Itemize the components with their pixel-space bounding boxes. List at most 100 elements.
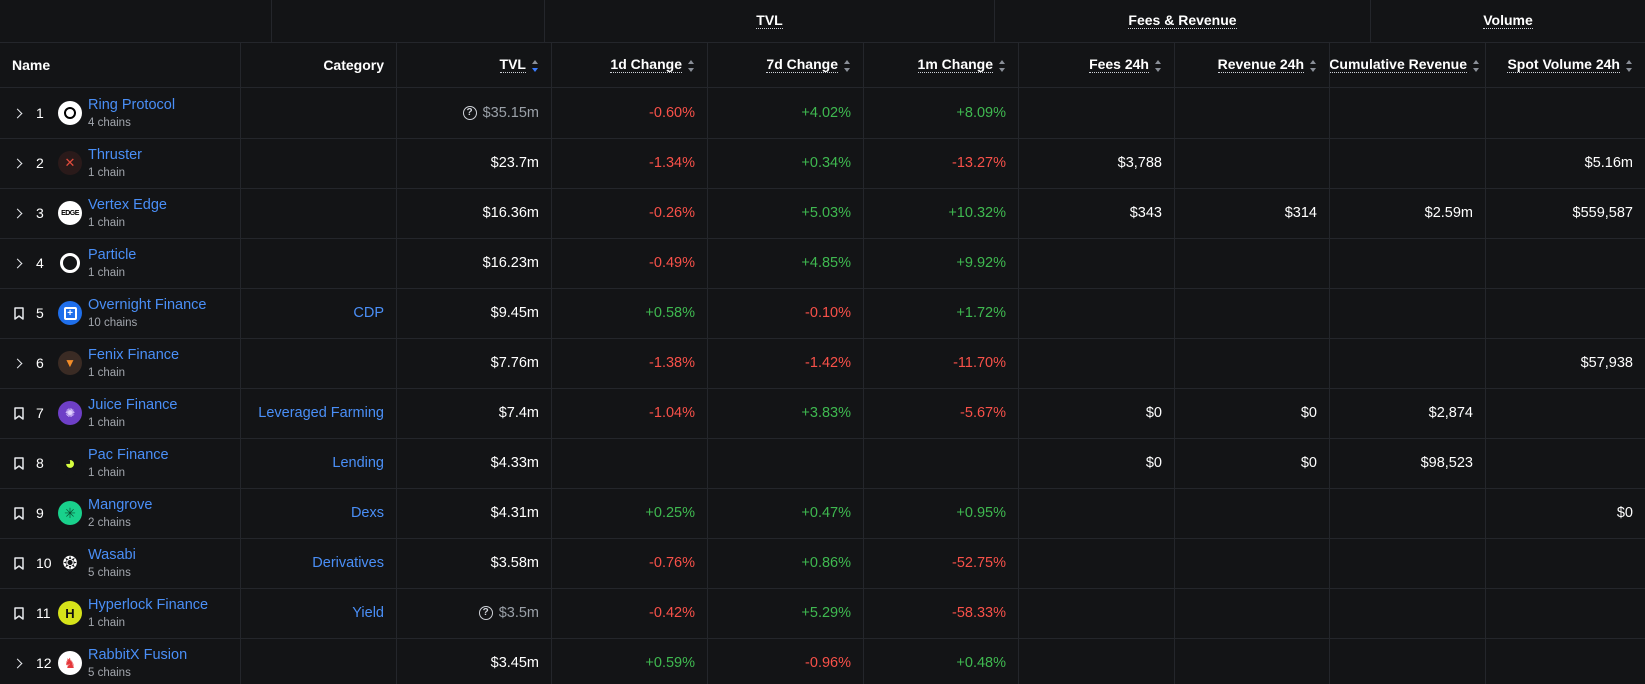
chevron-right-icon[interactable] [12,256,26,270]
protocol-link[interactable]: Vertex Edge [88,196,167,213]
protocol-link[interactable]: Hyperlock Finance [88,596,209,613]
fees-24h-cell: $0 [1019,388,1175,438]
chevron-right-icon[interactable] [12,206,26,220]
bookmark-icon[interactable] [12,506,26,520]
bookmark-icon[interactable] [12,456,26,470]
category-link[interactable]: Dexs [350,505,384,521]
table-row[interactable]: 12 ♞ RabbitX Fusion 5 chains $3.45m +0.59% -0.… [0,638,1645,684]
col-change-1d[interactable]: 1d Change [552,42,708,87]
ring-protocol-logo [58,101,82,125]
table-row[interactable]: 1 Ring Protocol 4 chains? $35.15m -0.60% +4.0… [0,88,1645,139]
col-fees-24h[interactable]: Fees 24h [1019,42,1175,87]
protocol-link[interactable]: Particle [88,246,137,263]
chevron-right-icon[interactable] [12,156,26,170]
protocol-link[interactable]: RabbitX Fusion [88,646,188,663]
sort-icon[interactable] [688,59,695,72]
col-change-7d[interactable]: 7d Change [708,42,864,87]
table-row[interactable]: 5 + Overnight Finance 10 chains CDP $9.45m +0.… [0,288,1645,339]
tvl-value: $23.7m [490,155,539,171]
change-1d-cell: -0.42% [552,588,708,638]
protocol-link[interactable]: Thruster [88,146,142,163]
name-cell: 3 EDGE Vertex Edge 1 chain [0,188,241,238]
spot-volume-24h-cell [1486,638,1645,684]
table-row[interactable]: 6 ▼ Fenix Finance 1 chain $7.76m -1.38% -1.42%… [0,338,1645,389]
tvl-cell: ? $35.15m [397,88,552,138]
category-link[interactable]: Yield [352,605,384,621]
revenue-24h-cell [1175,538,1330,588]
rank: 12 [36,655,52,671]
fees-24h-cell [1019,288,1175,338]
col-name[interactable]: Name [0,42,241,87]
chevron-right-icon[interactable] [12,356,26,370]
col-spot-volume-24h[interactable]: Spot Volume 24h [1486,42,1645,87]
cumulative-revenue-value: $2.59m [1424,205,1473,221]
protocol-link[interactable]: Pac Finance [88,446,169,463]
col-change-1m[interactable]: 1m Change [864,42,1019,87]
col-cumulative-revenue[interactable]: Cumulative Revenue [1330,42,1486,87]
sort-icon[interactable] [999,59,1006,72]
protocol-link[interactable]: Wasabi [88,546,136,563]
table-row[interactable]: 8 ◕ Pac Finance 1 chain Lending $4.33m $0 $0 $98… [0,438,1645,489]
particle-logo [58,251,82,275]
change-1d-value: -1.38% [649,355,695,371]
sort-icon[interactable] [1626,59,1633,72]
category-link[interactable]: Leveraged Farming [258,405,384,421]
category-link[interactable]: CDP [353,305,384,321]
change-7d-cell: +3.83% [708,388,864,438]
table-row[interactable]: 2 ✕ Thruster 1 chain $23.7m -1.34% +0.34% -13.2… [0,138,1645,189]
table-row[interactable]: 3 EDGE Vertex Edge 1 chain $16.36m -0.26% +5.0… [0,188,1645,239]
protocol-link[interactable]: Overnight Finance [88,296,207,313]
table-row[interactable]: 10 ❂ Wasabi 5 chains Derivatives $3.58m -0.76%… [0,538,1645,589]
change-1d-value: -1.34% [649,155,695,171]
sort-desc-icon[interactable] [532,59,539,72]
chevron-right-icon[interactable] [12,106,26,120]
change-1m-cell: -52.75% [864,538,1019,588]
group-header-tvl[interactable]: TVL [545,0,995,42]
protocol-link[interactable]: Ring Protocol [88,96,176,113]
bookmark-icon[interactable] [12,606,26,620]
tvl-value: $4.33m [490,455,539,471]
sort-icon[interactable] [1155,59,1162,72]
question-icon[interactable]: ? [462,106,477,120]
change-7d-value: -0.10% [805,305,851,321]
wasabi-logo: ❂ [58,551,82,575]
group-header-row: TVL Fees & Revenue Volume [0,0,1645,43]
name-cell: 8 ◕ Pac Finance 1 chain [0,438,241,488]
table-row[interactable]: 7 ✺ Juice Finance 1 chain Leveraged Farming $… [0,388,1645,439]
revenue-24h-cell [1175,338,1330,388]
category-cell [241,88,397,138]
protocol-link[interactable]: Juice Finance [88,396,178,413]
table-row[interactable]: 4 Particle 1 chain $16.23m -0.49% +4.85% +9.92… [0,238,1645,289]
chains-count: 1 chain [88,416,126,429]
question-icon[interactable]: ? [478,606,493,620]
change-1m-value: -5.67% [960,405,1006,421]
group-header-volume[interactable]: Volume [1371,0,1645,42]
sort-icon[interactable] [844,59,851,72]
col-category[interactable]: Category [241,42,397,87]
protocol-link[interactable]: Fenix Finance [88,346,180,363]
cumulative-revenue-cell [1330,338,1486,388]
category-cell: Dexs [241,488,397,538]
tvl-value: $4.31m [490,505,539,521]
spot-volume-24h-cell: $57,938 [1486,338,1645,388]
bookmark-icon[interactable] [12,556,26,570]
table-row[interactable]: 9 ✳ Mangrove 2 chains Dexs $4.31m +0.25% +0.47%… [0,488,1645,539]
tvl-value: $16.23m [482,255,539,271]
protocol-link[interactable]: Mangrove [88,496,153,513]
cumulative-revenue-cell [1330,238,1486,288]
group-header-fees-revenue[interactable]: Fees & Revenue [995,0,1371,42]
col-tvl[interactable]: TVL [397,42,552,87]
bookmark-icon[interactable] [12,406,26,420]
spot-volume-24h-value: $57,938 [1580,355,1633,371]
category-link[interactable]: Derivatives [312,555,384,571]
bookmark-icon[interactable] [12,306,26,320]
rabbitx-fusion-logo: ♞ [58,651,82,675]
change-7d-value: +5.29% [801,605,851,621]
chevron-right-icon[interactable] [12,656,26,670]
rank: 1 [36,105,44,121]
col-revenue-24h[interactable]: Revenue 24h [1175,42,1330,87]
category-link[interactable]: Lending [332,455,384,471]
sort-icon[interactable] [1310,59,1317,72]
table-row[interactable]: 11 H Hyperlock Finance 1 chain Yield? $3.5m -0… [0,588,1645,639]
